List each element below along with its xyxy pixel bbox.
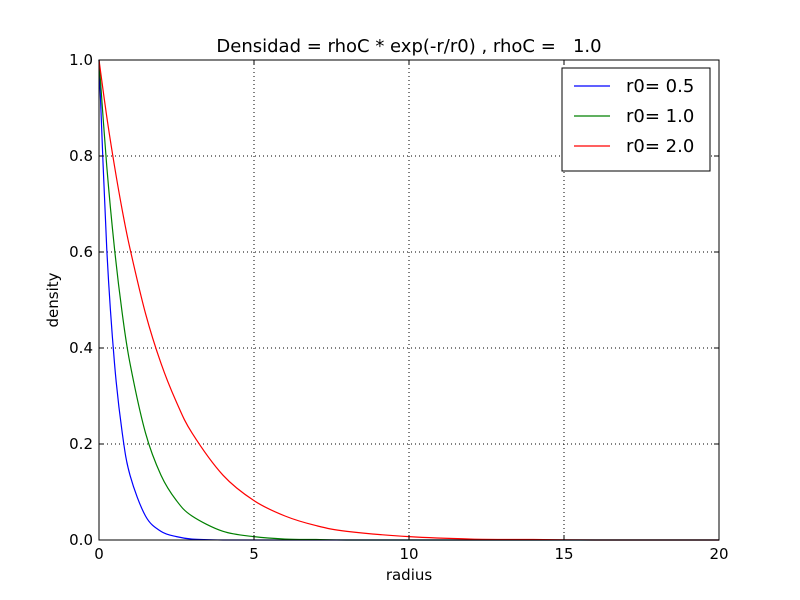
y-axis-label: density	[44, 272, 62, 327]
legend-box	[561, 67, 711, 172]
y-tick-label: 1.0	[69, 51, 93, 69]
chart-title: Densidad = rhoC * exp(-r/r0) , rhoC = 1.…	[216, 36, 601, 57]
y-tick-label: 0.0	[69, 531, 93, 549]
legend-label-2: r0= 1.0	[626, 106, 694, 127]
legend: r0= 0.5 r0= 1.0 r0= 2.0	[561, 67, 711, 172]
x-tick-label: 5	[249, 545, 259, 563]
x-tick-label: 0	[94, 545, 104, 563]
axis-ticks: 0 5 10 15 20 0.0 0.2 0.4 0.6 0.8 1.0	[69, 51, 728, 563]
y-tick-label: 0.6	[69, 243, 93, 261]
legend-label-1: r0= 0.5	[626, 76, 694, 97]
y-tick-label: 0.2	[69, 435, 93, 453]
x-tick-label: 10	[399, 545, 418, 563]
x-tick-label: 15	[554, 545, 573, 563]
legend-label-3: r0= 2.0	[626, 136, 694, 157]
y-tick-label: 0.8	[69, 147, 93, 165]
x-tick-label: 20	[709, 545, 728, 563]
series-line-3	[98, 59, 719, 541]
x-axis-label: radius	[386, 566, 433, 584]
y-tick-label: 0.4	[69, 339, 93, 357]
